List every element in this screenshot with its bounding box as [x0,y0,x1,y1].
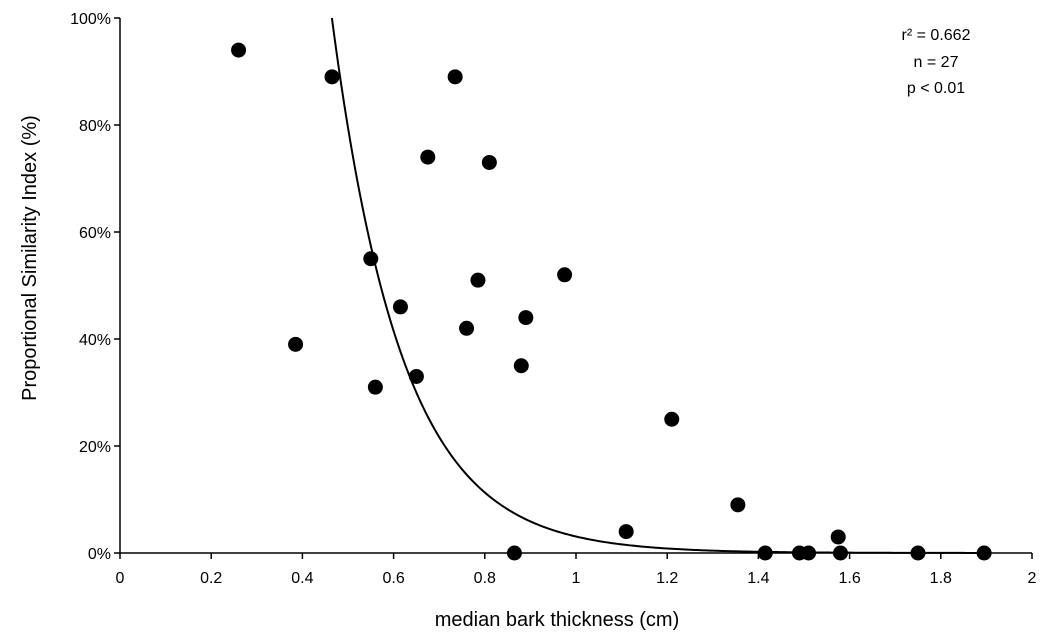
x-tick-label: 0.8 [474,570,496,587]
data-point [481,154,497,170]
x-tick-label: 1.4 [747,570,769,587]
y-axis-title: Proportional Similarity Index (%) [19,115,41,401]
data-point [910,545,926,561]
data-point [976,545,992,561]
y-tick-label: 20% [79,439,111,456]
x-axis-ticks: 0 0.2 0.4 0.6 0.8 1 1.2 1.4 1.6 1.8 2 [116,553,1037,587]
x-tick-label: 1.6 [838,570,860,587]
r-squared-label: r² = 0.662 [902,27,971,44]
data-point [730,497,746,513]
data-point [363,251,379,267]
x-tick-label: 0 [116,570,125,587]
x-tick-label: 0.2 [200,570,222,587]
data-point [288,336,304,352]
n-label: n = 27 [914,54,959,71]
data-point [664,411,680,427]
p-value-label: p < 0.01 [907,80,965,97]
trendline [330,17,987,554]
data-point [618,524,634,540]
data-point [470,272,486,288]
data-point [420,149,436,165]
data-point [392,299,408,315]
data-point [832,545,848,561]
y-tick-label: 100% [70,11,111,28]
y-axis-ticks: 0% 20% 40% 60% 80% 100% [70,11,120,563]
x-tick-label: 1.8 [930,570,952,587]
x-tick-label: 2 [1028,570,1037,587]
y-tick-label: 0% [88,546,111,563]
data-point [557,267,573,283]
x-tick-label: 1 [572,570,581,587]
y-tick-label: 80% [79,118,111,135]
data-point [757,545,773,561]
axes [119,18,1032,554]
x-tick-label: 1.2 [656,570,678,587]
x-tick-label: 0.6 [382,570,404,587]
data-point [459,320,475,336]
data-point [231,42,247,58]
data-point [447,69,463,85]
data-point [408,368,424,384]
x-tick-label: 0.4 [291,570,313,587]
data-point [367,379,383,395]
data-point [513,358,529,374]
data-point [801,545,817,561]
x-axis-title: median bark thickness (cm) [435,609,680,631]
y-tick-label: 60% [79,225,111,242]
y-tick-label: 40% [79,332,111,349]
data-point [324,69,340,85]
stats-annotation: r² = 0.662 n = 27 p < 0.01 [902,27,971,97]
data-point [518,310,534,326]
data-point [830,529,846,545]
data-points [231,42,992,561]
data-point [506,545,522,561]
